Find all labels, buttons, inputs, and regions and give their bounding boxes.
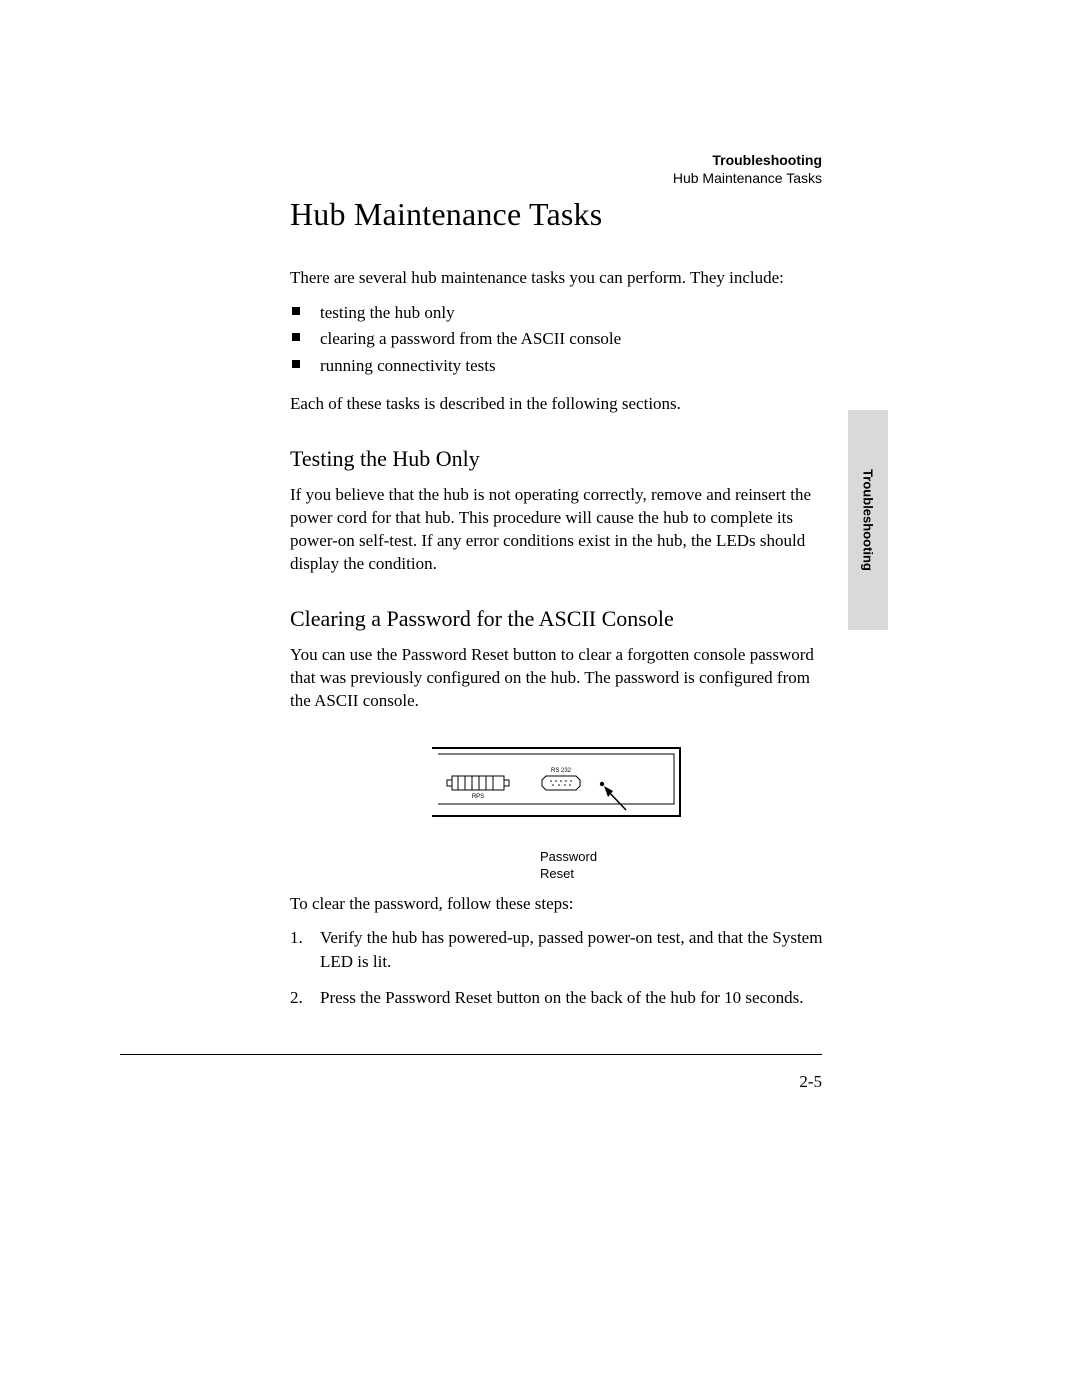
figure: RPS RS 232 — [290, 746, 830, 883]
content-area: Hub Maintenance Tasks There are several … — [290, 196, 830, 1022]
running-head: Troubleshooting Hub Maintenance Tasks — [673, 152, 822, 187]
rps-label: RPS — [472, 794, 484, 800]
list-item: running connectivity tests — [290, 353, 830, 379]
footer-rule — [120, 1054, 822, 1055]
figure-caption: Password Reset — [540, 849, 690, 883]
running-head-topic: Hub Maintenance Tasks — [673, 170, 822, 188]
intro-after: Each of these tasks is described in the … — [290, 393, 830, 416]
tasks-list: testing the hub only clearing a password… — [290, 300, 830, 379]
list-item: clearing a password from the ASCII conso… — [290, 326, 830, 352]
page-number: 2-5 — [799, 1072, 822, 1092]
page-title: Hub Maintenance Tasks — [290, 196, 830, 233]
running-head-section: Troubleshooting — [673, 152, 822, 170]
section-body-testing: If you believe that the hub is not opera… — [290, 484, 830, 576]
list-item: Press the Password Reset button on the b… — [290, 986, 830, 1010]
figure-inner: RPS RS 232 — [430, 746, 690, 883]
steps-intro: To clear the password, follow these step… — [290, 893, 830, 916]
section-heading-clearing: Clearing a Password for the ASCII Consol… — [290, 606, 830, 632]
hub-rear-diagram-icon: RPS RS 232 — [430, 746, 690, 836]
list-item: Verify the hub has powered-up, passed po… — [290, 926, 830, 974]
rs232-label: RS 232 — [551, 768, 572, 774]
list-item: testing the hub only — [290, 300, 830, 326]
steps-list: Verify the hub has powered-up, passed po… — [290, 926, 830, 1009]
arrow-icon — [604, 786, 626, 810]
section-heading-testing: Testing the Hub Only — [290, 446, 830, 472]
caption-line2: Reset — [540, 866, 574, 881]
intro-paragraph: There are several hub maintenance tasks … — [290, 267, 830, 290]
side-tab-label: Troubleshooting — [861, 469, 876, 571]
side-tab: Troubleshooting — [848, 410, 888, 630]
page: Troubleshooting Hub Maintenance Tasks Tr… — [0, 0, 1080, 1397]
reset-button-icon — [600, 782, 604, 786]
caption-line1: Password — [540, 849, 597, 864]
section-body-clearing: You can use the Password Reset button to… — [290, 644, 830, 713]
